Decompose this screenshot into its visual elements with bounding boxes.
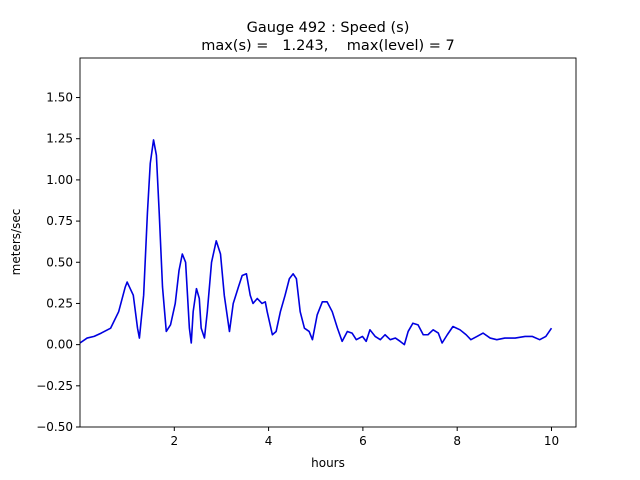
x-tick-label: 10 — [544, 434, 559, 448]
chart-subtitle: max(s) = 1.243, max(level) = 7 — [201, 38, 455, 54]
x-tick-label: 4 — [265, 434, 273, 448]
y-tick-label: 0.25 — [46, 296, 73, 310]
x-tick-label: 6 — [359, 434, 367, 448]
y-tick-label: −0.25 — [36, 379, 73, 393]
x-tick-label: 2 — [170, 434, 178, 448]
y-tick-label: 0.50 — [46, 255, 73, 269]
y-tick-label: −0.50 — [36, 420, 73, 434]
chart-title: Gauge 492 : Speed (s) — [247, 20, 410, 36]
y-tick-label: 0.00 — [46, 338, 73, 352]
x-tick-label: 8 — [453, 434, 461, 448]
plot-frame — [79, 57, 577, 428]
y-tick-label: 1.00 — [46, 173, 73, 187]
y-tick-label: 1.50 — [46, 91, 73, 105]
y-axis-label: meters/sec — [9, 209, 23, 276]
y-tick-label: 1.25 — [46, 132, 73, 146]
x-axis-label: hours — [311, 456, 345, 470]
y-tick-label: 0.75 — [46, 214, 73, 228]
data-line — [79, 139, 553, 346]
